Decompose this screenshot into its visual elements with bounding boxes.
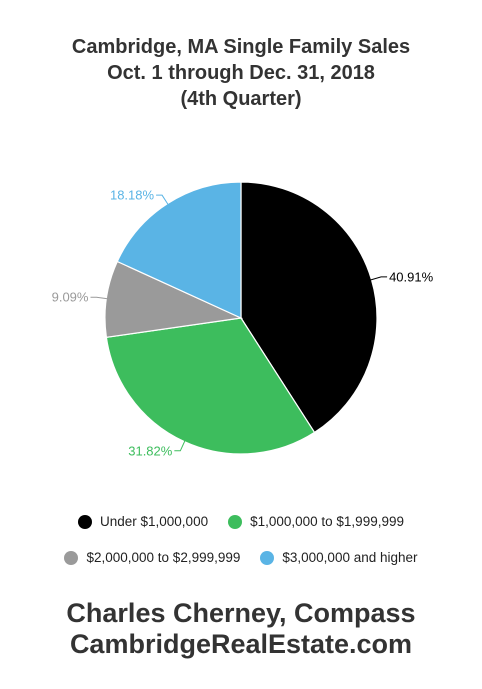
pie-label-under-1m: 40.91% [389, 269, 434, 284]
legend-item-under-1m: Under $1,000,000 [78, 514, 208, 529]
legend-label-3m-plus: $3,000,000 and higher [282, 550, 418, 565]
footer: Charles Cherney, Compass CambridgeRealEs… [0, 598, 482, 660]
legend-dot-2m-3m [64, 550, 79, 565]
leader-line-1m-2m [174, 439, 186, 452]
chart-title-line-2: Oct. 1 through Dec. 31, 2018 [107, 62, 375, 84]
legend-dot-under-1m [78, 514, 92, 529]
legend-dot-3m-plus [260, 550, 275, 565]
legend-label-under-1m: Under $1,000,000 [100, 514, 209, 529]
leader-line-3m-plus [156, 194, 169, 206]
leader-line-under-1m [369, 276, 388, 281]
legend-label-1m-2m: $1,000,000 to $1,999,999 [250, 514, 404, 529]
pie-label-3m-plus: 18.18% [110, 188, 155, 203]
legend-row-1: Under $1,000,000 $1,000,000 to $1,999,99… [0, 514, 482, 529]
legend-row-2: $2,000,000 to $2,999,999 $3,000,000 and … [0, 550, 482, 565]
footer-line-2: CambridgeRealEstate.com [69, 629, 413, 659]
legend-item-1m-2m: $1,000,000 to $1,999,999 [228, 514, 404, 529]
chart-title-line-3: (4th Quarter) [180, 88, 302, 110]
legend-dot-1m-2m [228, 514, 243, 529]
legend-item-3m-plus: $3,000,000 and higher [260, 550, 418, 565]
footer-line-1: Charles Cherney, Compass [66, 598, 416, 628]
pie-label-2m-3m: 9.09% [52, 290, 89, 305]
leader-line-2m-3m [90, 296, 109, 300]
legend-item-2m-3m: $2,000,000 to $2,999,999 [64, 550, 240, 565]
pie-label-1m-2m: 31.82% [128, 443, 173, 458]
legend-label-2m-3m: $2,000,000 to $2,999,999 [86, 550, 241, 565]
chart-title-line-1: Cambridge, MA Single Family Sales [71, 36, 411, 58]
chart-title: Cambridge, MA Single Family Sales Oct. 1… [0, 34, 482, 112]
